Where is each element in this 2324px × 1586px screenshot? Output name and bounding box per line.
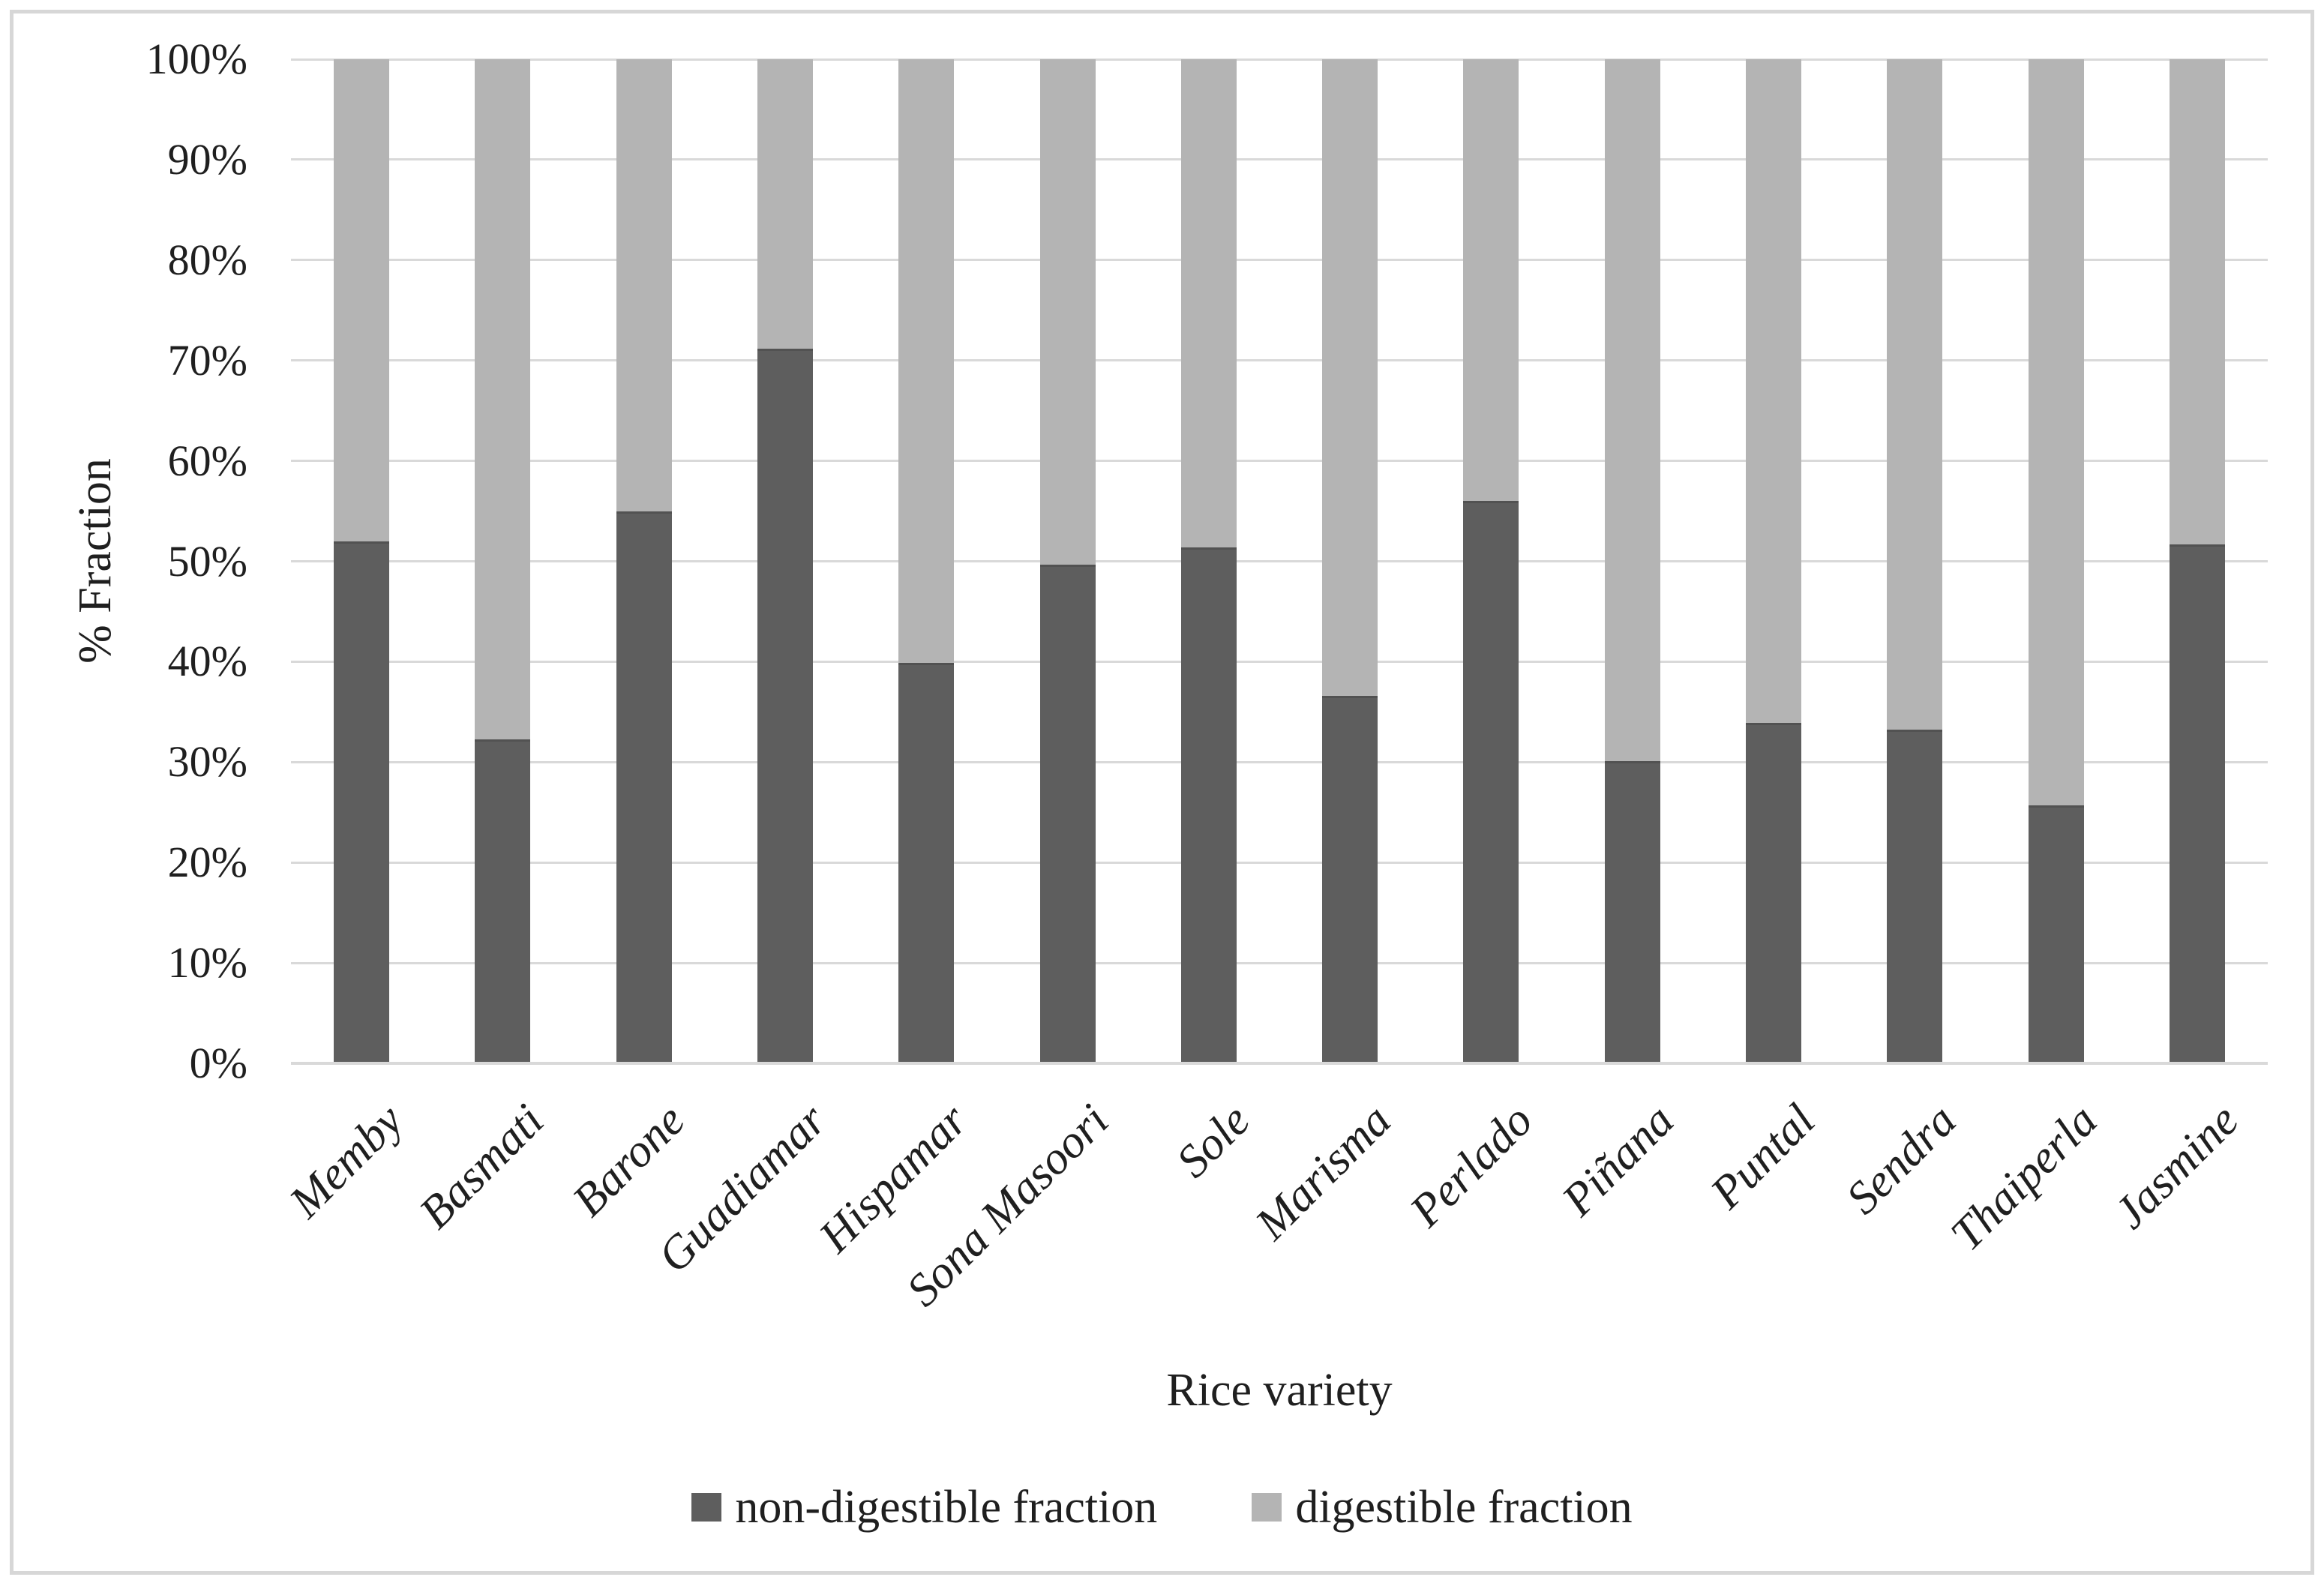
bar-segment-digestible xyxy=(1463,59,1519,502)
category-slot xyxy=(1703,59,1844,1063)
bar-segment-digestible xyxy=(616,59,672,511)
y-tick-label: 10% xyxy=(167,938,247,988)
bar-segment-non-digestible xyxy=(1745,723,1801,1063)
stacked-bar xyxy=(1180,59,1237,1063)
x-axis-line xyxy=(291,1062,2268,1065)
bar-segment-digestible xyxy=(475,59,531,739)
stacked-bar xyxy=(1463,59,1519,1063)
bar-segment-non-digestible xyxy=(1180,547,1237,1063)
y-tick-label: 40% xyxy=(167,637,247,686)
y-tick-label: 20% xyxy=(167,838,247,887)
stacked-bar xyxy=(2028,59,2084,1063)
gridline xyxy=(291,460,2268,463)
gridline xyxy=(291,359,2268,362)
bar-segment-digestible xyxy=(2169,59,2225,544)
bar-segment-digestible xyxy=(1039,59,1096,565)
stacked-bar xyxy=(1604,59,1660,1063)
y-tick-label: 70% xyxy=(167,335,247,385)
bar-segment-digestible xyxy=(1322,59,1378,696)
category-slot xyxy=(2127,59,2268,1063)
bar-segment-non-digestible xyxy=(2028,805,2084,1063)
bar-segment-digestible xyxy=(1745,59,1801,724)
category-slot xyxy=(1844,59,1985,1063)
category-slot xyxy=(432,59,573,1063)
category-slot xyxy=(574,59,715,1063)
bar-segment-non-digestible xyxy=(1463,501,1519,1063)
bar-segment-non-digestible xyxy=(1887,730,1943,1063)
gridline xyxy=(291,760,2268,763)
stacked-bar xyxy=(1322,59,1378,1063)
bar-segment-digestible xyxy=(898,59,955,663)
bar-segment-non-digestible xyxy=(1322,695,1378,1063)
category-slot xyxy=(1985,59,2126,1063)
stacked-bar xyxy=(475,59,531,1063)
category-slot xyxy=(1279,59,1420,1063)
bar-segment-digestible xyxy=(1604,59,1660,761)
gridline xyxy=(291,861,2268,864)
stacked-bar xyxy=(616,59,672,1063)
bar-segment-digestible xyxy=(1887,59,1943,730)
bar-segment-digestible xyxy=(334,59,390,541)
legend-swatch-non-digestible xyxy=(691,1493,722,1522)
bar-segment-digestible xyxy=(1180,59,1237,547)
stacked-bar xyxy=(1745,59,1801,1063)
y-tick-label: 100% xyxy=(145,34,247,83)
legend-item-digestible: digestible fraction xyxy=(1252,1479,1633,1536)
y-tick-label: 80% xyxy=(167,235,247,284)
bar-segment-non-digestible xyxy=(334,541,390,1063)
bar-segment-non-digestible xyxy=(475,739,531,1063)
bars-container xyxy=(291,59,2268,1063)
bar-segment-non-digestible xyxy=(616,511,672,1063)
bar-segment-non-digestible xyxy=(1604,760,1660,1063)
x-axis-title: Rice variety xyxy=(1166,1365,1393,1416)
category-slot xyxy=(715,59,856,1063)
plot-area xyxy=(291,58,2268,1065)
category-slot xyxy=(291,59,432,1063)
gridline xyxy=(291,560,2268,562)
stacked-bar xyxy=(2169,59,2225,1063)
y-tick-label: 30% xyxy=(167,737,247,787)
bar-segment-non-digestible xyxy=(1039,564,1096,1063)
category-slot xyxy=(856,59,997,1063)
bar-segment-digestible xyxy=(757,59,813,349)
bar-segment-non-digestible xyxy=(2169,544,2225,1063)
gridline xyxy=(291,158,2268,161)
legend-item-non-digestible: non-digestible fraction xyxy=(691,1479,1157,1536)
gridline xyxy=(291,961,2268,964)
category-slot xyxy=(1138,59,1279,1063)
bar-segment-non-digestible xyxy=(898,662,955,1063)
y-tick-label: 0% xyxy=(189,1039,247,1087)
legend: non-digestible fraction digestible fract… xyxy=(0,1479,2324,1536)
category-slot xyxy=(1562,59,1703,1063)
y-tick-label: 90% xyxy=(167,134,247,184)
stacked-bar xyxy=(898,59,955,1063)
legend-label-digestible: digestible fraction xyxy=(1295,1482,1633,1533)
gridline xyxy=(291,58,2268,61)
y-tick-label: 60% xyxy=(167,436,247,485)
bar-segment-non-digestible xyxy=(757,348,813,1063)
gridline xyxy=(291,259,2268,262)
bar-segment-digestible xyxy=(2028,59,2084,805)
stacked-bar xyxy=(757,59,813,1063)
stacked-bar xyxy=(334,59,390,1063)
stacked-bar xyxy=(1039,59,1096,1063)
legend-label-non-digestible: non-digestible fraction xyxy=(735,1482,1158,1533)
legend-swatch-digestible xyxy=(1252,1493,1282,1522)
gridline xyxy=(291,660,2268,663)
category-slot xyxy=(997,59,1138,1063)
y-tick-label: 50% xyxy=(167,536,247,586)
stacked-bar xyxy=(1887,59,1943,1063)
category-slot xyxy=(1420,59,1561,1063)
